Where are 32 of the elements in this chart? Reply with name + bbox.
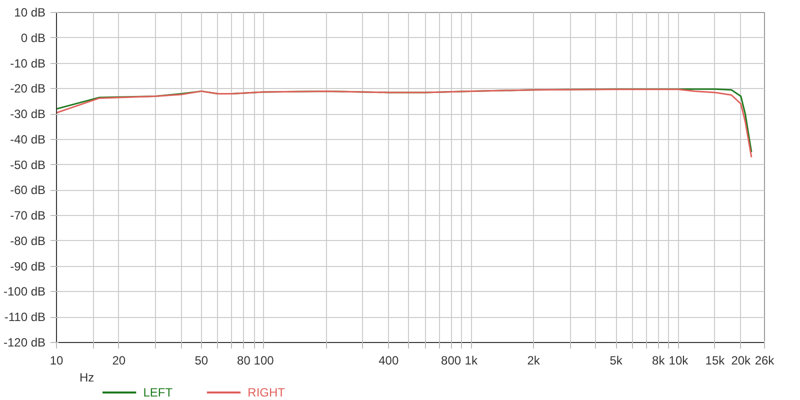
x-tick-label: 2k [527, 354, 541, 368]
y-tick-label: 0 dB [20, 30, 46, 45]
x-tick-label: 15k [705, 354, 726, 368]
y-tick-label: -80 dB [10, 234, 46, 248]
x-axis-title: Hz [80, 370, 94, 384]
y-tick-label: -50 dB [10, 158, 46, 172]
y-tick-label: -90 dB [10, 259, 46, 274]
x-tick-label: 400 [378, 354, 399, 368]
y-tick-label: 10 dB [14, 6, 46, 20]
y-tick-label: -40 dB [10, 132, 46, 146]
x-tick-label: 8k [652, 354, 666, 368]
y-tick-label: -120 dB [3, 336, 46, 350]
x-tick-label: 20 [112, 354, 126, 368]
y-tick-label: -70 dB [10, 208, 46, 223]
y-tick-label: -100 dB [3, 284, 46, 299]
x-tick-label: 100 [254, 354, 274, 368]
y-tick-label: -110 dB [4, 310, 46, 324]
x-tick-label: 800 [441, 354, 462, 368]
legend-label: RIGHT [248, 386, 286, 400]
y-tick-label: -20 dB [10, 82, 46, 96]
x-tick-label: 10k [668, 354, 690, 368]
y-tick-label: -30 dB [10, 107, 46, 122]
x-tick-label: 80 [237, 354, 251, 368]
x-tick-label: 10 [50, 354, 64, 368]
x-tick-label: 5k [610, 354, 624, 368]
x-tick-label: 1k [464, 354, 478, 368]
y-tick-label: -10 dB [10, 56, 46, 70]
legend-label: LEFT [143, 386, 174, 400]
x-tick-label: 26k [754, 354, 776, 368]
x-tick-label: 20k [731, 354, 752, 368]
y-tick-label: -60 dB [10, 183, 46, 198]
x-tick-label: 50 [194, 354, 208, 368]
